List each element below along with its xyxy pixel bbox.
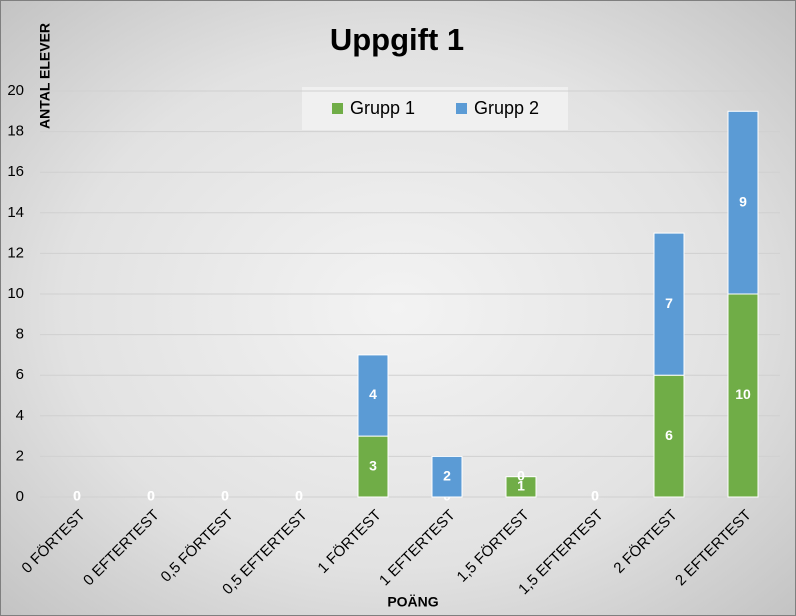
- chart-title: Uppgift 1: [330, 22, 464, 57]
- data-label: 0: [221, 488, 229, 504]
- bar-segment: [357, 354, 389, 437]
- data-label: 1: [517, 478, 525, 494]
- data-label: 0: [591, 488, 599, 504]
- data-label: 4: [369, 386, 377, 402]
- data-label: 0: [295, 488, 303, 504]
- bar-segment: [653, 374, 685, 498]
- legend-label: Grupp 2: [474, 98, 539, 118]
- bar-segment: [505, 476, 537, 498]
- y-tick-label: 8: [16, 326, 24, 343]
- y-axis-label: ANTAL ELEVER: [37, 23, 53, 129]
- data-label: 0: [147, 488, 155, 504]
- y-tick-label: 14: [7, 204, 24, 221]
- legend-swatch: [332, 103, 343, 114]
- bar-segment: [357, 435, 389, 498]
- bar-segment: [431, 455, 463, 498]
- y-tick-label: 4: [16, 407, 24, 424]
- data-label: 0: [295, 488, 303, 504]
- y-tick-label: 6: [16, 366, 24, 383]
- data-label: 0: [221, 488, 229, 504]
- y-tick-label: 18: [7, 123, 24, 140]
- bar-segment: [653, 232, 685, 376]
- legend-label: Grupp 1: [350, 98, 415, 118]
- bar-segment: [727, 110, 759, 295]
- data-label: 9: [739, 193, 747, 209]
- legend-box: [302, 87, 568, 130]
- data-label: 0: [147, 488, 155, 504]
- data-label: 3: [369, 457, 377, 473]
- y-tick-label: 2: [16, 447, 24, 464]
- y-tick-label: 12: [7, 244, 24, 261]
- y-tick-label: 0: [16, 488, 24, 505]
- bar-segment: [727, 293, 759, 498]
- data-label: 0: [517, 467, 525, 483]
- y-tick-label: 20: [7, 82, 24, 99]
- data-label: 7: [665, 295, 673, 311]
- data-label: 6: [665, 427, 673, 443]
- y-tick-label: 16: [7, 163, 24, 180]
- data-label: 0: [73, 488, 81, 504]
- legend-swatch: [456, 103, 467, 114]
- y-tick-label: 10: [7, 285, 24, 302]
- data-label: 2: [443, 467, 451, 483]
- data-label: 0: [73, 488, 81, 504]
- x-axis-label: POÄNG: [387, 594, 438, 610]
- data-label: 0: [591, 488, 599, 504]
- data-label: 10: [735, 386, 751, 402]
